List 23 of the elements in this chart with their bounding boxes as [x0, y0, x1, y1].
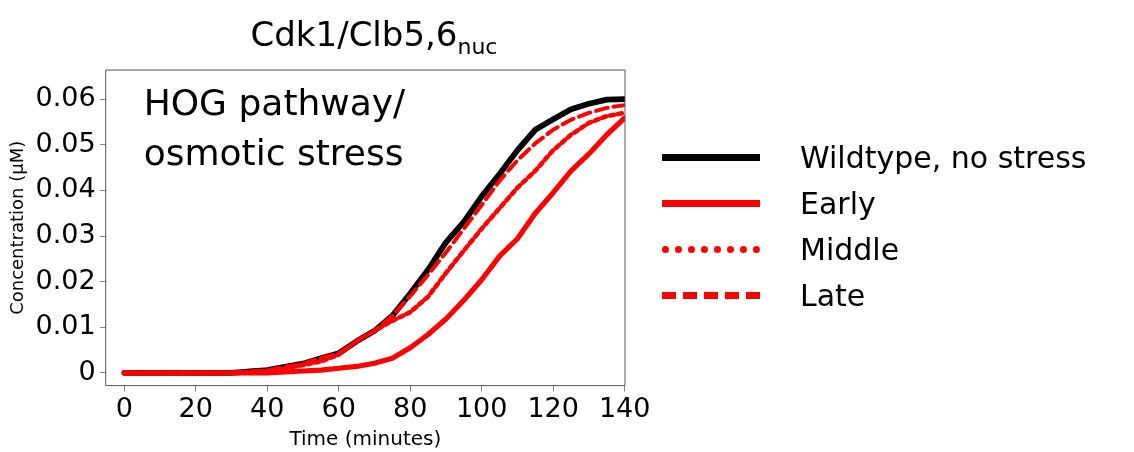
x-tick-label: 20 — [178, 391, 213, 423]
legend-label: Late — [800, 277, 866, 313]
chart-title: Cdk1/Clb5,6$_{nuc}$ — [249, 14, 499, 59]
y-tick-label: 0.03 — [35, 218, 96, 250]
y-tick-label: 0.01 — [35, 309, 96, 341]
y-tick-label: 0.05 — [35, 126, 96, 158]
y-tick-label: 0.06 — [35, 81, 96, 113]
x-tick-label: 60 — [321, 391, 356, 423]
y-tick-label: 0 — [78, 354, 96, 386]
x-tick-label: 100 — [455, 391, 508, 423]
x-tick-label: 0 — [115, 391, 133, 423]
annotation: HOG pathway/ osmotic stress — [143, 82, 407, 174]
x-tick-label: 80 — [393, 391, 428, 423]
legend-label: Wildtype, no stress — [800, 139, 1087, 175]
y-tick-label: 0.02 — [35, 263, 96, 295]
legend-label: Early — [800, 185, 876, 221]
x-axis-title: Time (minutes) — [288, 426, 442, 451]
x-tick-label: 120 — [527, 391, 579, 423]
y-axis-title: Concentration (μM) — [6, 140, 28, 315]
legend-label: Middle — [800, 231, 900, 267]
x-tick-label: 40 — [250, 391, 285, 423]
x-tick-label: 140 — [598, 391, 651, 423]
y-tick-label: 0.04 — [35, 172, 96, 204]
